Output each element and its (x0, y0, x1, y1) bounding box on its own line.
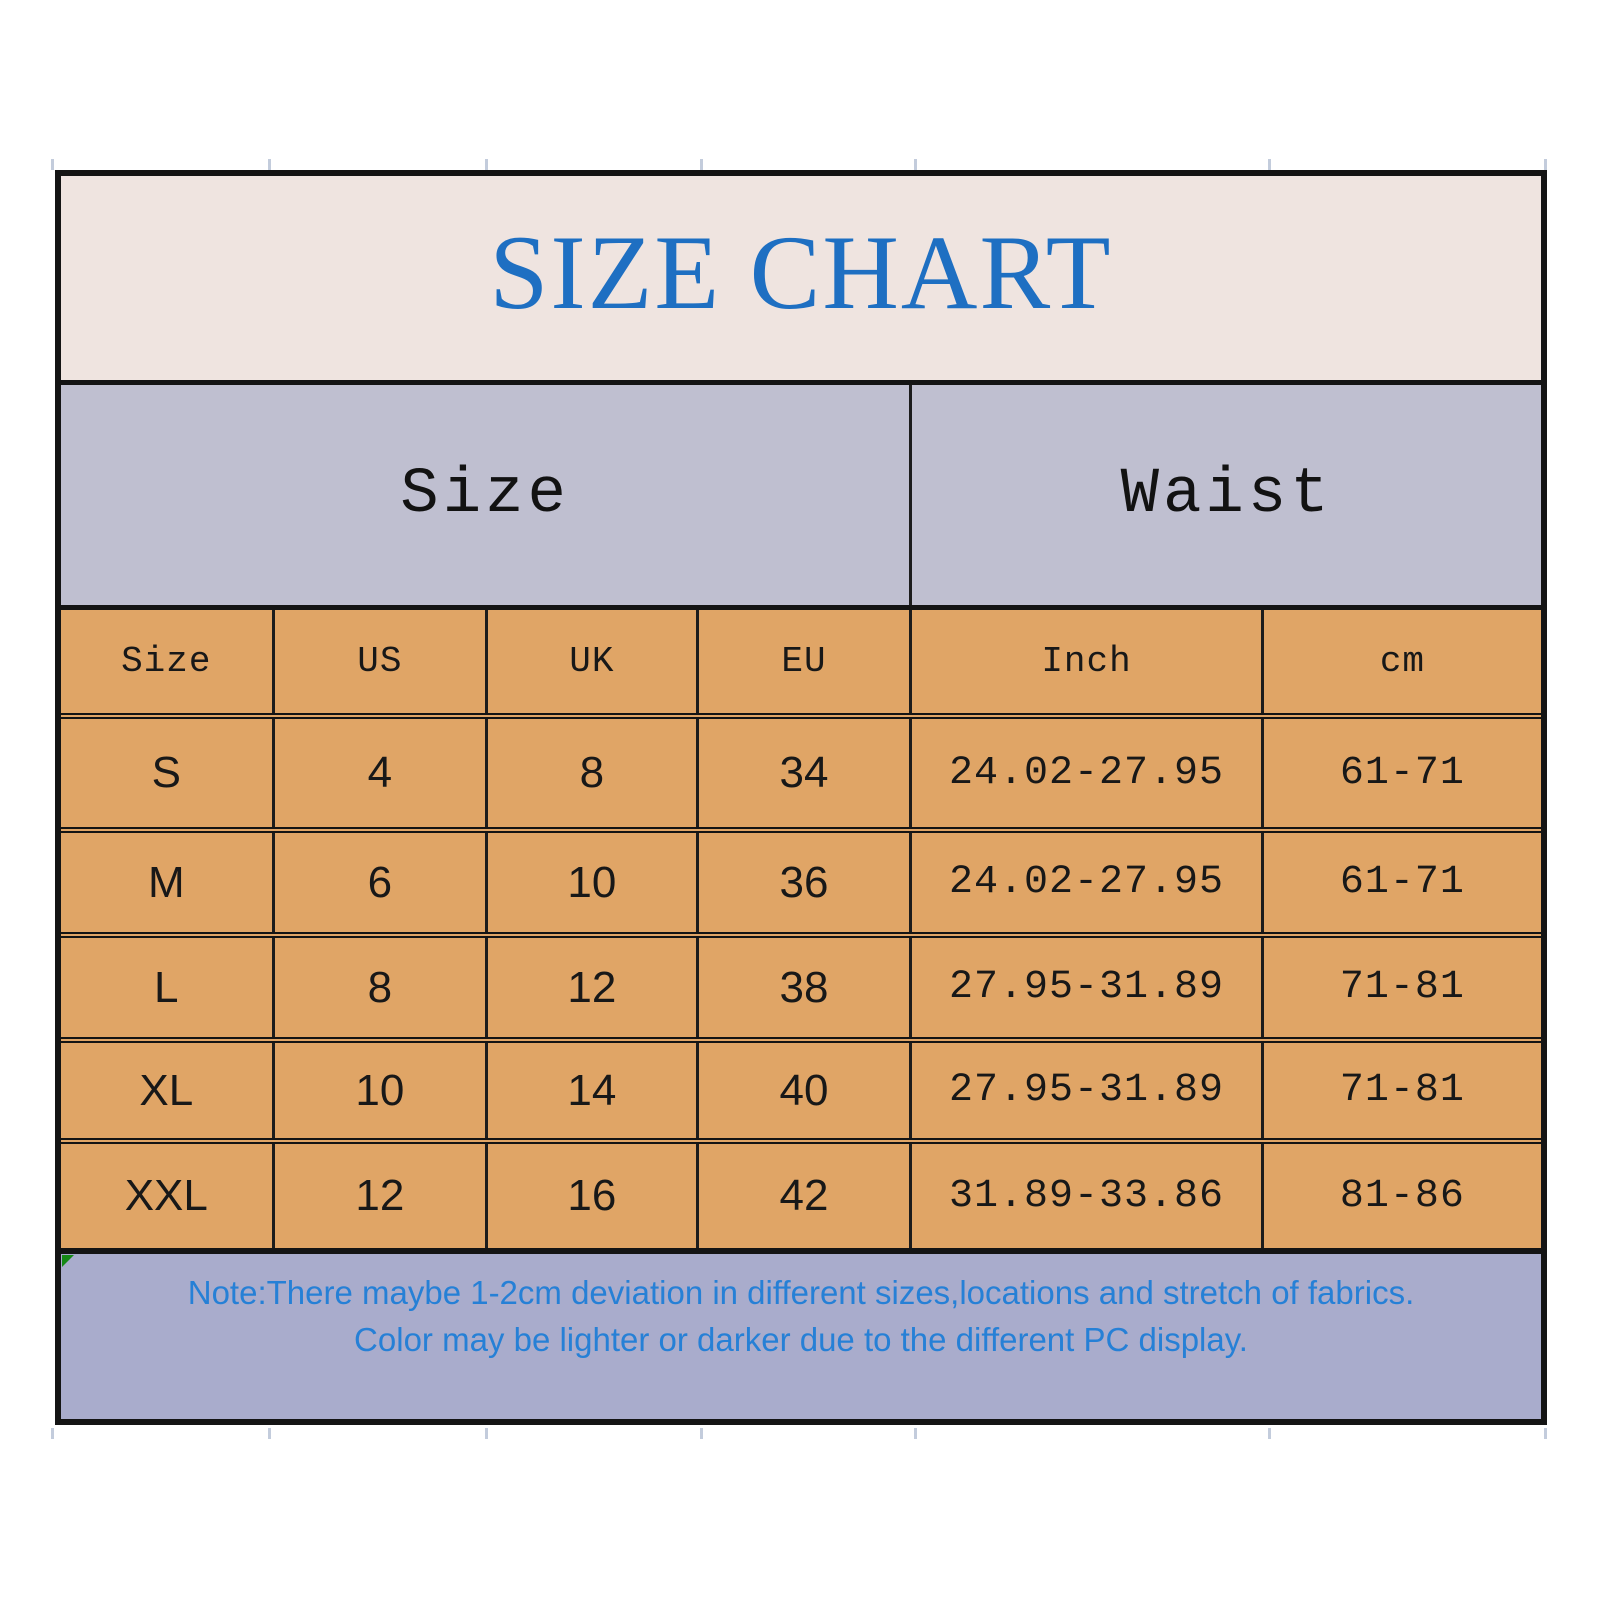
cell-uk: 16 (488, 1144, 699, 1248)
cell-uk: 10 (488, 833, 699, 932)
column-header-us: US (275, 610, 489, 713)
cell-us: 10 (275, 1043, 489, 1138)
cell-eu: 36 (699, 833, 913, 932)
cell-inch: 27.95-31.89 (912, 1043, 1264, 1138)
grid-tick (51, 159, 54, 170)
cell-inch: 24.02-27.95 (912, 719, 1264, 827)
group-header-row: Size Waist (61, 380, 1541, 605)
grid-tick (51, 1428, 54, 1439)
grid-tick (485, 1428, 488, 1439)
grid-tick (485, 159, 488, 170)
column-header-size: Size (61, 610, 275, 713)
cell-eu: 38 (699, 938, 913, 1037)
cell-size: L (61, 938, 275, 1037)
cell-inch: 27.95-31.89 (912, 938, 1264, 1037)
column-header-row: Size US UK EU Inch cm (61, 605, 1541, 713)
cell-cm: 71-81 (1339, 1068, 1465, 1113)
chart-title: SIZE CHART (489, 214, 1113, 331)
column-header-eu: EU (699, 610, 913, 713)
cell-size: S (61, 719, 275, 827)
grid-tick (700, 1428, 703, 1439)
table-row-xl: XL 10 14 40 27.95-31.89 71-81 (61, 1037, 1541, 1138)
table-row-s: S 4 8 34 24.02-27.95 61-71 (61, 713, 1541, 827)
cell-uk: 14 (488, 1043, 699, 1138)
cell-size: XXL (61, 1144, 275, 1248)
note-line-1: Note:There maybe 1-2cm deviation in diff… (187, 1274, 1415, 1311)
grid-tick (1544, 159, 1547, 170)
grid-tick (914, 1428, 917, 1439)
cell-us: 4 (275, 719, 489, 827)
cell-cm: 71-81 (1339, 965, 1465, 1010)
note-band: Note:There maybe 1-2cm deviation in diff… (61, 1248, 1541, 1419)
column-header-cm: cm (1379, 641, 1426, 682)
cell-us: 6 (275, 833, 489, 932)
cell-size: XL (61, 1043, 275, 1138)
grid-tick (268, 159, 271, 170)
cell-cm: 81-86 (1339, 1173, 1465, 1219)
cell-us: 8 (275, 938, 489, 1037)
grid-tick (1268, 159, 1271, 170)
cell-us: 12 (275, 1144, 489, 1248)
column-header-inch: Inch (912, 610, 1264, 713)
table-row-xxl: XXL 12 16 42 31.89-33.86 81-86 (61, 1138, 1541, 1248)
grid-tick (268, 1428, 271, 1439)
grid-tick (1268, 1428, 1271, 1439)
cell-inch: 24.02-27.95 (912, 833, 1264, 932)
cell-eu: 40 (699, 1043, 913, 1138)
group-header-size: Size (61, 385, 913, 605)
cell-uk: 8 (488, 719, 699, 827)
column-header-uk: UK (488, 610, 699, 713)
note-line-2: Color may be lighter or darker due to th… (354, 1321, 1248, 1358)
grid-tick (914, 159, 917, 170)
cell-error-marker-icon (62, 1255, 74, 1267)
cell-eu: 34 (699, 719, 913, 827)
table-row-m: M 6 10 36 24.02-27.95 61-71 (61, 827, 1541, 932)
group-header-waist: Waist (1120, 459, 1333, 531)
grid-tick (700, 159, 703, 170)
title-band: SIZE CHART (61, 176, 1541, 380)
size-chart-table: SIZE CHART Size Waist Size US UK EU Inch… (55, 170, 1547, 1425)
table-row-l: L 8 12 38 27.95-31.89 71-81 (61, 932, 1541, 1037)
cell-size: M (61, 833, 275, 932)
cell-uk: 12 (488, 938, 699, 1037)
grid-tick (1544, 1428, 1547, 1439)
cell-inch: 31.89-33.86 (912, 1144, 1264, 1248)
cell-cm: 61-71 (1339, 750, 1465, 796)
cell-cm: 61-71 (1339, 860, 1465, 905)
cell-eu: 42 (699, 1144, 913, 1248)
